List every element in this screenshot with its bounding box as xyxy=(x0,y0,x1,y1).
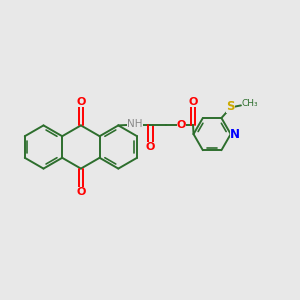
Text: NH: NH xyxy=(127,119,142,129)
Text: CH₃: CH₃ xyxy=(241,99,258,108)
Text: O: O xyxy=(146,142,155,152)
Text: O: O xyxy=(76,97,86,107)
Text: O: O xyxy=(76,187,86,197)
Text: S: S xyxy=(226,100,235,113)
Text: O: O xyxy=(188,97,198,107)
Text: N: N xyxy=(230,128,240,141)
Text: O: O xyxy=(177,120,186,130)
